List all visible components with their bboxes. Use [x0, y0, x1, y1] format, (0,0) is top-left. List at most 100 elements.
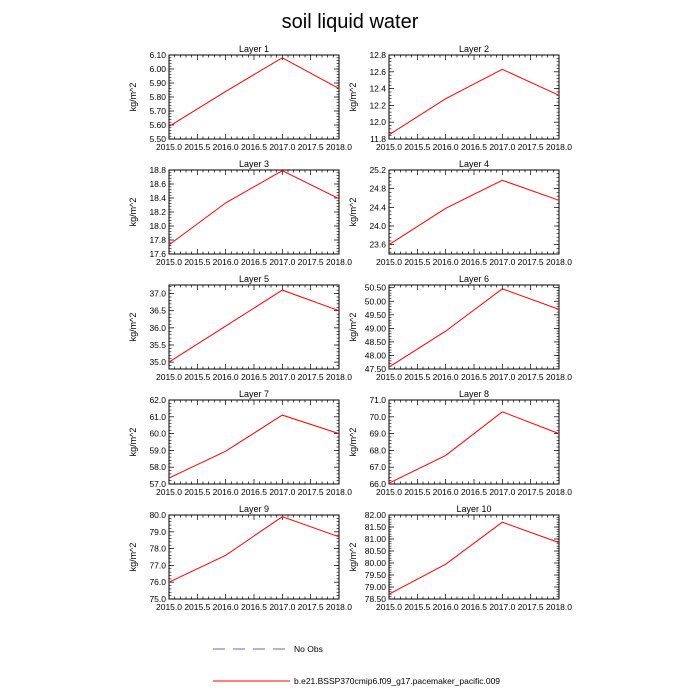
y-tick-label: 75.0 — [149, 594, 166, 604]
x-tick-label: 2017.5 — [518, 372, 544, 382]
plot-frame — [388, 169, 560, 255]
y-tick-label: 67.0 — [369, 462, 386, 472]
y-tick-label: 82.00 — [365, 510, 387, 520]
y-tick-label: 60.0 — [149, 429, 166, 439]
legend-obs-label: No Obs — [294, 644, 323, 654]
y-tick-label: 80.0 — [149, 510, 166, 520]
series-line — [168, 57, 340, 127]
y-axis-label: kg/m^2 — [128, 83, 138, 112]
x-tick-label: 2017.5 — [298, 487, 324, 497]
y-tick-label: 79.0 — [149, 527, 166, 537]
x-tick-label: 2015.5 — [404, 372, 430, 382]
y-tick-label: 71.0 — [369, 395, 386, 405]
y-tick-label: 18.6 — [149, 179, 166, 189]
series-line — [168, 289, 340, 363]
y-tick-label: 36.5 — [149, 306, 166, 316]
y-axis-label: kg/m^2 — [348, 198, 358, 227]
x-tick-label: 2018.0 — [546, 372, 572, 382]
x-tick-label: 2016.5 — [461, 142, 487, 152]
x-tick-label: 2015.0 — [376, 142, 402, 152]
y-tick-label: 49.50 — [365, 310, 387, 320]
series-line — [388, 68, 560, 136]
y-tick-label: 12.2 — [369, 100, 386, 110]
x-tick-label: 2015.5 — [404, 602, 430, 612]
y-tick-label: 25.2 — [369, 165, 386, 175]
x-tick-label: 2017.5 — [298, 142, 324, 152]
x-tick-label: 2015.0 — [156, 602, 182, 612]
x-tick-label: 2017.0 — [489, 142, 515, 152]
y-tick-label: 17.6 — [149, 249, 166, 259]
y-tick-label: 50.50 — [365, 283, 387, 293]
x-tick-label: 2016.5 — [461, 487, 487, 497]
series-line — [388, 179, 560, 246]
panel-title: Layer 9 — [239, 504, 269, 514]
x-tick-label: 2017.0 — [269, 372, 295, 382]
x-tick-label: 2015.0 — [156, 372, 182, 382]
y-tick-label: 58.0 — [149, 462, 166, 472]
y-tick-label: 47.50 — [365, 364, 387, 374]
x-tick-label: 2016.5 — [241, 142, 267, 152]
y-tick-label: 37.0 — [149, 289, 166, 299]
plot-frame — [168, 54, 340, 140]
plot-frame — [388, 514, 560, 600]
plot-frame — [168, 169, 340, 255]
x-tick-label: 2017.5 — [518, 487, 544, 497]
panel-title: Layer 5 — [239, 274, 269, 284]
x-tick-label: 2015.5 — [404, 257, 430, 267]
y-tick-label: 18.4 — [149, 193, 166, 203]
y-tick-label: 12.0 — [369, 117, 386, 127]
x-tick-label: 2018.0 — [326, 257, 352, 267]
y-tick-label: 5.70 — [149, 106, 166, 116]
y-tick-label: 76.0 — [149, 577, 166, 587]
x-tick-label: 2016.0 — [433, 372, 459, 382]
x-tick-label: 2017.5 — [298, 602, 324, 612]
y-axis-label: kg/m^2 — [348, 428, 358, 457]
y-tick-label: 49.00 — [365, 323, 387, 333]
y-axis-label: kg/m^2 — [128, 543, 138, 572]
x-tick-label: 2015.5 — [184, 487, 210, 497]
x-tick-label: 2016.0 — [433, 602, 459, 612]
series-line — [168, 170, 340, 246]
y-tick-label: 70.0 — [369, 412, 386, 422]
x-tick-label: 2017.0 — [269, 487, 295, 497]
y-axis-label: kg/m^2 — [348, 313, 358, 342]
x-tick-label: 2016.0 — [213, 487, 239, 497]
x-tick-label: 2017.5 — [298, 257, 324, 267]
y-tick-label: 12.6 — [369, 67, 386, 77]
x-tick-label: 2015.0 — [156, 487, 182, 497]
x-tick-label: 2017.0 — [489, 602, 515, 612]
x-tick-label: 2018.0 — [326, 487, 352, 497]
y-tick-label: 79.00 — [365, 582, 387, 592]
x-tick-label: 2016.0 — [433, 487, 459, 497]
y-tick-label: 66.0 — [369, 479, 386, 489]
y-axis-label: kg/m^2 — [128, 198, 138, 227]
x-tick-label: 2017.5 — [518, 257, 544, 267]
x-tick-label: 2016.0 — [213, 372, 239, 382]
y-tick-label: 78.0 — [149, 544, 166, 554]
x-tick-label: 2015.0 — [376, 372, 402, 382]
y-tick-label: 18.2 — [149, 207, 166, 217]
x-tick-label: 2015.0 — [156, 257, 182, 267]
y-tick-label: 18.0 — [149, 221, 166, 231]
panel-title: Layer 10 — [456, 504, 491, 514]
y-axis-label: kg/m^2 — [128, 313, 138, 342]
y-tick-label: 24.8 — [369, 184, 386, 194]
x-tick-label: 2016.5 — [461, 257, 487, 267]
x-tick-label: 2016.0 — [433, 257, 459, 267]
x-tick-label: 2015.5 — [404, 487, 430, 497]
x-tick-label: 2016.0 — [213, 602, 239, 612]
series-line — [168, 516, 340, 583]
x-tick-label: 2015.5 — [184, 602, 210, 612]
x-tick-label: 2016.5 — [241, 372, 267, 382]
plot-frame — [388, 54, 560, 140]
x-tick-label: 2018.0 — [546, 142, 572, 152]
x-tick-label: 2017.5 — [518, 602, 544, 612]
x-tick-label: 2015.5 — [184, 142, 210, 152]
y-tick-label: 80.00 — [365, 558, 387, 568]
